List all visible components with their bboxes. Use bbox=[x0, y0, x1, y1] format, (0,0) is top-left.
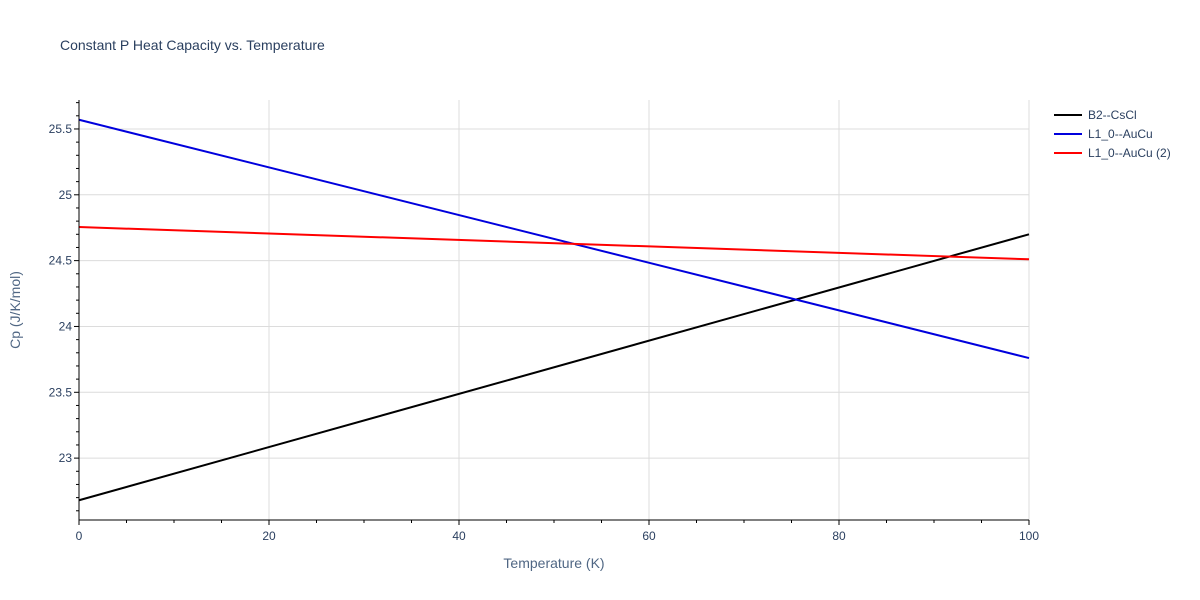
y-gridlines bbox=[79, 128, 1029, 459]
x-gridlines bbox=[268, 100, 1030, 520]
x-tick-label: 20 bbox=[262, 529, 276, 543]
y-axis-label: Cp (J/K/mol) bbox=[7, 271, 23, 349]
x-tick-label: 0 bbox=[76, 529, 83, 543]
y-tick-label: 23 bbox=[59, 451, 73, 465]
series-line-1 bbox=[78, 233, 1030, 502]
series-line-2 bbox=[78, 118, 1030, 360]
legend-label-3: L1_0--AuCu (2) bbox=[1088, 146, 1171, 160]
x-tick-label: 100 bbox=[1019, 529, 1039, 543]
chart-title: Constant P Heat Capacity vs. Temperature bbox=[60, 37, 325, 53]
legend: B2--CsCl L1_0--AuCu L1_0--AuCu (2) bbox=[1054, 108, 1171, 160]
y-tick-label: 24 bbox=[59, 319, 73, 333]
x-tick-label: 80 bbox=[832, 529, 846, 543]
y-tick-label: 23.5 bbox=[49, 385, 73, 399]
legend-label-2: L1_0--AuCu bbox=[1088, 127, 1153, 141]
plot-lines bbox=[78, 118, 1030, 502]
x-tick-label: 40 bbox=[452, 529, 466, 543]
y-tick-label: 25 bbox=[59, 188, 73, 202]
legend-label-1: B2--CsCl bbox=[1088, 108, 1137, 122]
x-axis-label: Temperature (K) bbox=[503, 555, 604, 571]
x-axis-ticks: 0 20 40 60 80 100 bbox=[76, 520, 1039, 543]
y-tick-label: 24.5 bbox=[49, 254, 73, 268]
y-tick-label: 25.5 bbox=[49, 122, 73, 136]
x-tick-label: 60 bbox=[642, 529, 656, 543]
series-line-3 bbox=[78, 226, 1030, 261]
y-axis-ticks: 23 23.5 24 24.5 25 25.5 bbox=[49, 102, 79, 512]
